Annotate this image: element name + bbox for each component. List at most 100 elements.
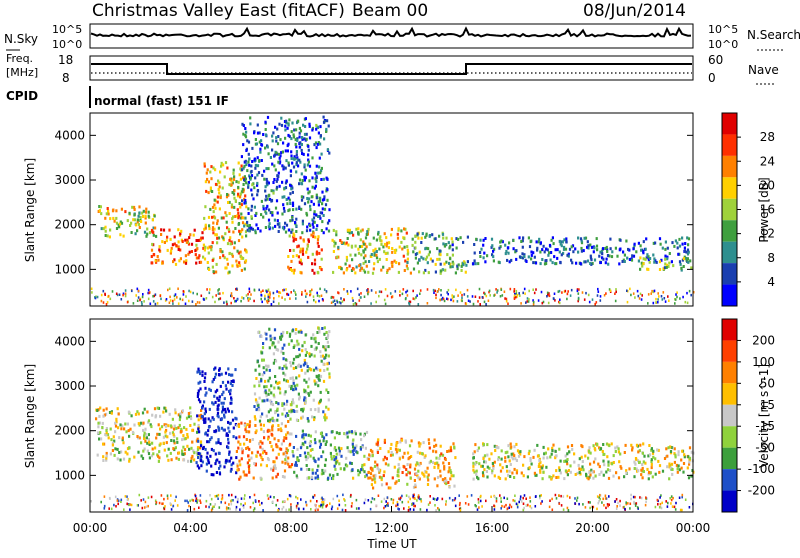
echo-cell [199, 372, 202, 376]
echo-cell [451, 243, 454, 247]
echo-cell [551, 508, 554, 511]
echo-cell [515, 469, 519, 473]
echo-cell [365, 264, 368, 268]
echo-cell [426, 483, 430, 486]
freq-label: Freq. [6, 52, 33, 65]
echo-cell [395, 444, 398, 448]
echo-cell [105, 433, 108, 437]
echo-cell [371, 450, 374, 454]
echo-cell [440, 293, 442, 297]
echo-cell [539, 494, 541, 498]
echo-cell [374, 473, 377, 477]
echo-cell [328, 372, 331, 376]
echo-cell [197, 392, 200, 396]
echo-cell [677, 464, 680, 468]
echo-cell [680, 466, 683, 470]
echo-cell [320, 294, 323, 297]
echo-cell [177, 228, 180, 232]
echo-cell [373, 251, 376, 255]
echo-cell [319, 199, 322, 203]
echo-cell [301, 136, 304, 139]
echo-cell [188, 236, 191, 240]
echo-cell [262, 207, 265, 211]
echo-cell [476, 475, 479, 479]
echo-cell [313, 458, 316, 462]
echo-cell [643, 454, 646, 458]
echo-cell [328, 219, 331, 223]
echo-cell [115, 505, 117, 508]
echo-cell [290, 187, 293, 191]
echo-cell [394, 290, 397, 293]
echo-cell [352, 303, 355, 306]
echo-cell [285, 402, 288, 406]
echo-cell [566, 452, 569, 456]
echo-cell [294, 463, 297, 467]
echo-cell [130, 414, 133, 418]
echo-cell [199, 387, 202, 391]
echo-cell [513, 445, 516, 449]
echo-cell [414, 463, 418, 467]
echo-cell [295, 170, 298, 174]
echo-cell [255, 399, 258, 403]
echo-cell [268, 193, 271, 197]
echo-cell [439, 253, 442, 257]
echo-cell [683, 453, 686, 457]
echo-cell [445, 500, 447, 503]
echo-cell [308, 476, 311, 480]
echo-cell [426, 475, 429, 479]
echo-cell [227, 193, 230, 197]
echo-cell [355, 265, 358, 269]
echo-cell [492, 249, 495, 253]
echo-cell [235, 180, 238, 184]
echo-cell [477, 501, 480, 504]
echo-cell [346, 464, 349, 468]
echo-cell [435, 443, 438, 447]
echo-cell [293, 268, 296, 272]
echo-cell [178, 259, 181, 263]
echo-cell [230, 177, 233, 181]
echo-cell [361, 228, 364, 232]
echo-cell [678, 244, 682, 248]
echo-cell [211, 507, 214, 510]
echo-cell [208, 224, 211, 228]
echo-cell [329, 443, 332, 447]
echo-cell [346, 446, 349, 450]
echo-cell [145, 207, 148, 211]
echo-cell [508, 459, 511, 463]
echo-cell [302, 436, 305, 440]
echo-cell [301, 219, 304, 223]
echo-cell [224, 410, 227, 414]
echo-cell [445, 479, 448, 483]
echo-cell [372, 267, 375, 271]
echo-cell [260, 351, 263, 355]
echo-cell [249, 176, 252, 180]
echo-cell [506, 469, 509, 473]
echo-cell [137, 422, 140, 426]
echo-cell [182, 437, 185, 441]
echo-cell [615, 290, 617, 294]
echo-cell [638, 449, 641, 453]
echo-cell [313, 494, 316, 497]
echo-cell [293, 470, 296, 474]
echo-cell [389, 447, 392, 450]
echo-cell [111, 443, 114, 447]
echo-cell [200, 444, 203, 448]
echo-cell [592, 505, 595, 509]
echo-cell [243, 201, 246, 205]
echo-cell [176, 437, 179, 441]
echo-cell [161, 502, 163, 505]
echo-cell [523, 255, 526, 258]
echo-cell [264, 389, 267, 393]
echo-cell [101, 421, 104, 425]
echo-cell [115, 221, 119, 225]
echo-cell [146, 441, 149, 445]
echo-cell [131, 205, 134, 209]
echo-cell [290, 409, 293, 413]
echo-cell [287, 265, 290, 269]
echo-cell [586, 259, 590, 263]
echo-cell [270, 303, 273, 306]
echo-cell [236, 287, 238, 291]
echo-cell [616, 505, 618, 508]
echo-cell [115, 227, 119, 230]
echo-cell [299, 364, 302, 368]
